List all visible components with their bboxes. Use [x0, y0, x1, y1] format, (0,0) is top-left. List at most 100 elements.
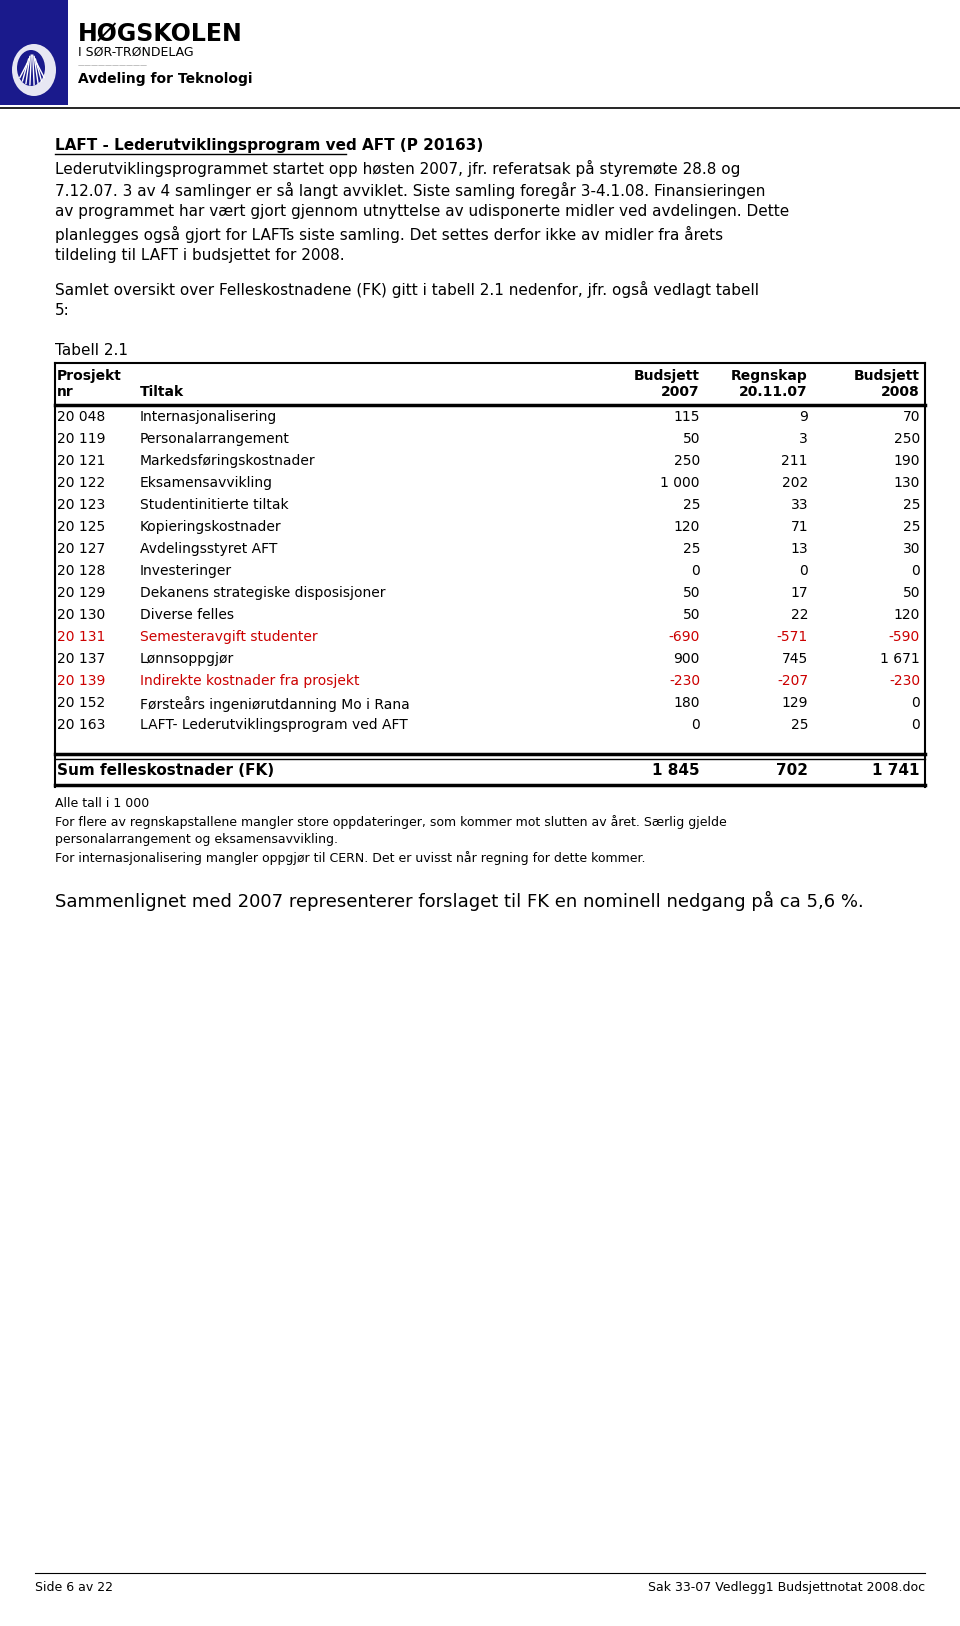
- Text: Internasjonalisering: Internasjonalisering: [140, 410, 277, 424]
- Text: 20 139: 20 139: [57, 675, 106, 688]
- Text: 50: 50: [902, 585, 920, 600]
- Text: Semesteravgift studenter: Semesteravgift studenter: [140, 629, 318, 644]
- Text: 50: 50: [683, 433, 700, 446]
- Text: Regnskap: Regnskap: [732, 369, 808, 384]
- Text: For flere av regnskapstallene mangler store oppdateringer, som kommer mot slutte: For flere av regnskapstallene mangler st…: [55, 815, 727, 829]
- Text: 1 000: 1 000: [660, 476, 700, 489]
- Text: I SØR-TRØNDELAG: I SØR-TRØNDELAG: [78, 46, 194, 59]
- Text: 250: 250: [894, 433, 920, 446]
- Text: 25: 25: [902, 498, 920, 512]
- Text: av programmet har vært gjort gjennom utnyttelse av udisponerte midler ved avdeli: av programmet har vært gjort gjennom utn…: [55, 203, 789, 220]
- Text: 20 123: 20 123: [57, 498, 106, 512]
- Text: Avdelingsstyret AFT: Avdelingsstyret AFT: [140, 541, 277, 556]
- Text: Indirekte kostnader fra prosjekt: Indirekte kostnader fra prosjekt: [140, 675, 359, 688]
- Text: 71: 71: [790, 520, 808, 533]
- Text: 115: 115: [674, 410, 700, 424]
- Text: Lederutviklingsprogrammet startet opp høsten 2007, jfr. referatsak på styremøte : Lederutviklingsprogrammet startet opp hø…: [55, 159, 740, 177]
- Text: -230: -230: [669, 675, 700, 688]
- Text: -571: -571: [777, 629, 808, 644]
- Text: 20 129: 20 129: [57, 585, 106, 600]
- Text: 20.11.07: 20.11.07: [739, 385, 808, 398]
- Text: 20 152: 20 152: [57, 696, 106, 711]
- Text: 702: 702: [776, 763, 808, 777]
- Text: Personalarrangement: Personalarrangement: [140, 433, 290, 446]
- Text: 20 127: 20 127: [57, 541, 106, 556]
- Text: 13: 13: [790, 541, 808, 556]
- Text: 180: 180: [674, 696, 700, 711]
- Text: 25: 25: [683, 498, 700, 512]
- Text: 25: 25: [683, 541, 700, 556]
- Text: personalarrangement og eksamensavvikling.: personalarrangement og eksamensavvikling…: [55, 833, 338, 846]
- Text: Budsjett: Budsjett: [854, 369, 920, 384]
- Text: Markedsføringskostnader: Markedsføringskostnader: [140, 454, 316, 468]
- Text: 0: 0: [911, 564, 920, 577]
- Text: Avdeling for Teknologi: Avdeling for Teknologi: [78, 72, 252, 86]
- Text: 22: 22: [790, 608, 808, 623]
- Text: 20 131: 20 131: [57, 629, 106, 644]
- Text: Investeringer: Investeringer: [140, 564, 232, 577]
- Text: Sak 33-07 Vedlegg1 Budsjettnotat 2008.doc: Sak 33-07 Vedlegg1 Budsjettnotat 2008.do…: [648, 1580, 925, 1593]
- Text: -590: -590: [889, 629, 920, 644]
- Text: Sum felleskostnader (FK): Sum felleskostnader (FK): [57, 763, 275, 777]
- Text: Tabell 2.1: Tabell 2.1: [55, 343, 128, 358]
- Text: Tiltak: Tiltak: [140, 385, 184, 398]
- Text: 20 128: 20 128: [57, 564, 106, 577]
- Text: 20 048: 20 048: [57, 410, 106, 424]
- Text: Studentinitierte tiltak: Studentinitierte tiltak: [140, 498, 289, 512]
- Text: 130: 130: [894, 476, 920, 489]
- Text: 3: 3: [800, 433, 808, 446]
- Text: For internasjonalisering mangler oppgjør til CERN. Det er uvisst når regning for: For internasjonalisering mangler oppgjør…: [55, 850, 645, 865]
- Text: 20 163: 20 163: [57, 719, 106, 732]
- Ellipse shape: [12, 44, 56, 96]
- Text: 20 125: 20 125: [57, 520, 106, 533]
- Text: Budsjett: Budsjett: [634, 369, 700, 384]
- Text: 0: 0: [800, 564, 808, 577]
- Text: 250: 250: [674, 454, 700, 468]
- Text: 190: 190: [894, 454, 920, 468]
- Text: 1 671: 1 671: [880, 652, 920, 667]
- Ellipse shape: [17, 50, 45, 86]
- Text: 70: 70: [902, 410, 920, 424]
- Text: 7.12.07. 3 av 4 samlinger er så langt avviklet. Siste samling foregår 3-4.1.08. : 7.12.07. 3 av 4 samlinger er så langt av…: [55, 182, 765, 198]
- Text: -230: -230: [889, 675, 920, 688]
- Text: Dekanens strategiske disposisjoner: Dekanens strategiske disposisjoner: [140, 585, 386, 600]
- Text: 30: 30: [902, 541, 920, 556]
- Text: Prosjekt: Prosjekt: [57, 369, 122, 384]
- Text: 0: 0: [691, 564, 700, 577]
- Text: 20 121: 20 121: [57, 454, 106, 468]
- Text: ——————————: ——————————: [78, 62, 148, 68]
- Text: 0: 0: [911, 696, 920, 711]
- Text: planlegges også gjort for LAFTs siste samling. Det settes derfor ikke av midler : planlegges også gjort for LAFTs siste sa…: [55, 226, 723, 242]
- Text: 50: 50: [683, 585, 700, 600]
- Text: 745: 745: [781, 652, 808, 667]
- Text: Sammenlignet med 2007 representerer forslaget til FK en nominell nedgang på ca 5: Sammenlignet med 2007 representerer fors…: [55, 891, 864, 911]
- Text: 0: 0: [911, 719, 920, 732]
- Text: 17: 17: [790, 585, 808, 600]
- Text: 2008: 2008: [881, 385, 920, 398]
- Text: Eksamensavvikling: Eksamensavvikling: [140, 476, 273, 489]
- Text: 25: 25: [790, 719, 808, 732]
- Text: 20 122: 20 122: [57, 476, 106, 489]
- Text: 50: 50: [683, 608, 700, 623]
- Text: 120: 120: [674, 520, 700, 533]
- Text: 211: 211: [781, 454, 808, 468]
- Text: 5:: 5:: [55, 302, 70, 319]
- Text: 900: 900: [674, 652, 700, 667]
- Text: 1 741: 1 741: [873, 763, 920, 777]
- Bar: [0, 0, 68, 106]
- Text: 20 119: 20 119: [57, 433, 106, 446]
- Text: 2007: 2007: [661, 385, 700, 398]
- Text: LAFT - Lederutviklingsprogram ved AFT (P 20163): LAFT - Lederutviklingsprogram ved AFT (P…: [55, 138, 483, 153]
- Text: Kopieringskostnader: Kopieringskostnader: [140, 520, 281, 533]
- Text: 120: 120: [894, 608, 920, 623]
- Text: 202: 202: [781, 476, 808, 489]
- Text: 1 845: 1 845: [653, 763, 700, 777]
- Text: 9: 9: [799, 410, 808, 424]
- Text: -690: -690: [668, 629, 700, 644]
- Text: 129: 129: [781, 696, 808, 711]
- Text: Førsteårs ingeniørutdanning Mo i Rana: Førsteårs ingeniørutdanning Mo i Rana: [140, 696, 410, 712]
- Text: Diverse felles: Diverse felles: [140, 608, 234, 623]
- Text: Side 6 av 22: Side 6 av 22: [35, 1580, 113, 1593]
- Text: 33: 33: [790, 498, 808, 512]
- Text: Samlet oversikt over Felleskostnadene (FK) gitt i tabell 2.1 nedenfor, jfr. også: Samlet oversikt over Felleskostnadene (F…: [55, 281, 759, 298]
